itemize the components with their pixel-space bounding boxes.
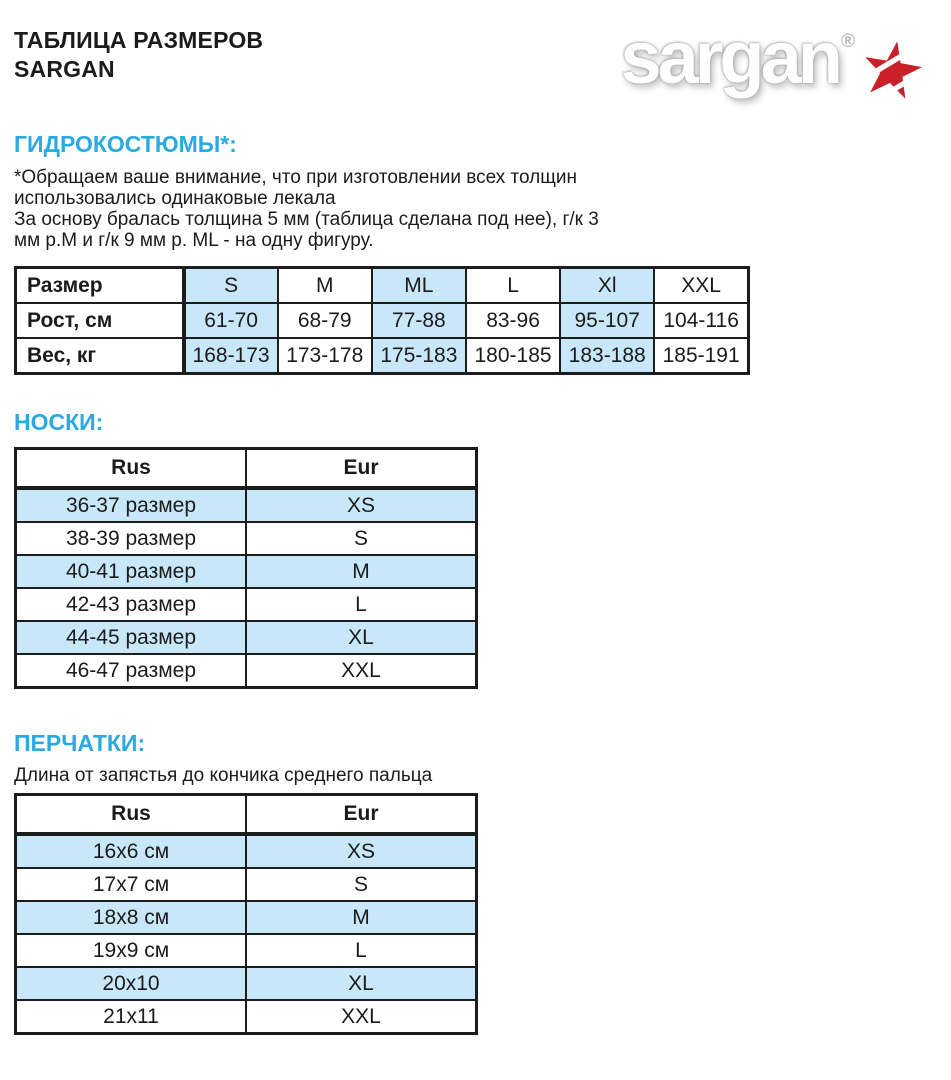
table-header-row: Rus Eur: [14, 793, 478, 836]
value-cell: 185-191: [653, 337, 750, 375]
rus-cell: 17x7 см: [14, 867, 247, 902]
eur-cell: L: [245, 587, 478, 622]
value-cell: 175-183: [370, 337, 467, 375]
corner-cell: Размер: [14, 266, 186, 304]
table-header-row: Rus Eur: [14, 447, 478, 490]
table-row: 46-47 размер XXL: [14, 653, 478, 689]
value-cell: 61-70: [182, 302, 279, 339]
col-header-eur: Eur: [245, 447, 478, 490]
page-title-line2: SARGAN: [14, 56, 115, 82]
rus-cell: 20x10: [14, 966, 247, 1001]
rus-cell: 46-47 размер: [14, 653, 247, 689]
note-line: За основу бралась толщина 5 мм (таблица …: [14, 209, 599, 230]
logo-wordmark: sargan: [620, 16, 843, 99]
eur-cell: M: [245, 554, 478, 589]
registered-trademark-icon: ®: [841, 31, 855, 52]
value-cell: 68-79: [276, 302, 373, 339]
rus-cell: 19x9 см: [14, 933, 247, 968]
section-heading-socks: НОСКИ:: [14, 409, 104, 435]
rus-cell: 44-45 размер: [14, 620, 247, 655]
value-cell: 180-185: [464, 337, 562, 375]
eur-cell: XXL: [245, 999, 478, 1035]
socks-size-table: Rus Eur 36-37 размер XS 38-39 размер S 4…: [14, 447, 478, 689]
gloves-size-table: Rus Eur 16x6 см XS 17x7 см S 18x8 см M 1…: [14, 793, 478, 1035]
table-row: 38-39 размер S: [14, 521, 478, 556]
table-row: 21x11 XXL: [14, 999, 478, 1035]
note-line: использовались одинаковые лекала: [14, 188, 336, 209]
rus-cell: 18x8 см: [14, 900, 247, 935]
star-icon: [859, 41, 925, 108]
size-header-cell: M: [276, 266, 373, 304]
eur-cell: XS: [245, 833, 478, 869]
value-cell: 77-88: [370, 302, 467, 339]
col-header-rus: Rus: [14, 447, 247, 490]
size-header-cell: XXL: [653, 266, 750, 304]
table-row: 44-45 размер XL: [14, 620, 478, 655]
sargan-logo: sargan ®: [620, 18, 925, 114]
table-row: 18x8 см M: [14, 900, 478, 935]
section-heading-gloves: ПЕРЧАТКИ:: [14, 730, 146, 756]
size-header-cell: Xl: [559, 266, 656, 304]
value-cell: 173-178: [276, 337, 373, 375]
table-row: 19x9 см L: [14, 933, 478, 968]
table-row: 36-37 размер XS: [14, 487, 478, 523]
eur-cell: XL: [245, 620, 478, 655]
col-header-eur: Eur: [245, 793, 478, 836]
eur-cell: S: [245, 867, 478, 902]
rus-cell: 40-41 размер: [14, 554, 247, 589]
table-row-sizes: Размер S M ML L Xl XXL: [14, 266, 750, 304]
table-row-height: Рост, см 61-70 68-79 77-88 83-96 95-107 …: [14, 302, 750, 339]
eur-cell: XL: [245, 966, 478, 1001]
eur-cell: L: [245, 933, 478, 968]
table-row: 17x7 см S: [14, 867, 478, 902]
col-header-rus: Rus: [14, 793, 247, 836]
value-cell: 183-188: [559, 337, 656, 375]
wetsuits-note: *Обращаем ваше внимание, что при изготов…: [14, 167, 951, 251]
section-heading-wetsuits: ГИДРОКОСТЮМЫ*:: [14, 131, 237, 157]
value-cell: 168-173: [182, 337, 279, 375]
table-row-weight: Вес, кг 168-173 173-178 175-183 180-185 …: [14, 337, 750, 375]
eur-cell: XS: [245, 487, 478, 523]
value-cell: 83-96: [464, 302, 562, 339]
rus-cell: 38-39 размер: [14, 521, 247, 556]
wetsuit-size-table: Размер S M ML L Xl XXL Рост, см 61-70 68…: [14, 266, 750, 375]
rus-cell: 21x11: [14, 999, 247, 1035]
row-label-cell: Вес, кг: [14, 337, 186, 375]
rus-cell: 16x6 см: [14, 833, 247, 869]
page-title-line1: ТАБЛИЦА РАЗМЕРОВ: [14, 27, 264, 53]
page-title: ТАБЛИЦА РАЗМЕРОВ SARGAN: [14, 26, 951, 84]
size-chart-page: ТАБЛИЦА РАЗМЕРОВ SARGAN sargan ® ГИДРОКО…: [14, 17, 951, 1035]
gloves-note: Длина от запястья до кончика среднего па…: [14, 765, 433, 786]
size-header-cell: L: [464, 266, 562, 304]
table-row: 42-43 размер L: [14, 587, 478, 622]
value-cell: 95-107: [559, 302, 656, 339]
row-label-cell: Рост, см: [14, 302, 186, 339]
note-line: *Обращаем ваше внимание, что при изготов…: [14, 167, 577, 188]
table-row: 20x10 XL: [14, 966, 478, 1001]
rus-cell: 36-37 размер: [14, 487, 247, 523]
size-header-cell: S: [182, 266, 279, 304]
eur-cell: XXL: [245, 653, 478, 689]
rus-cell: 42-43 размер: [14, 587, 247, 622]
eur-cell: S: [245, 521, 478, 556]
note-line: мм р.М и г/к 9 мм р. ML - на одну фигуру…: [14, 230, 374, 251]
eur-cell: M: [245, 900, 478, 935]
value-cell: 104-116: [653, 302, 750, 339]
table-row: 16x6 см XS: [14, 833, 478, 869]
size-header-cell: ML: [370, 266, 467, 304]
table-row: 40-41 размер M: [14, 554, 478, 589]
